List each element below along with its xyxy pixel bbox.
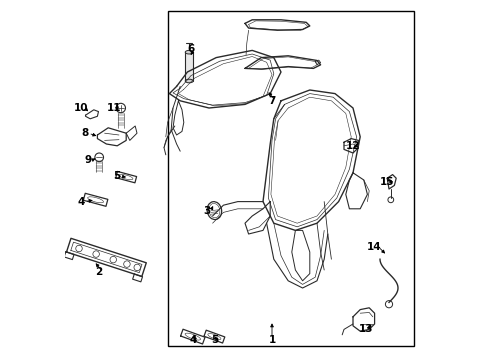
Text: 4: 4 [189,335,196,345]
Text: 2: 2 [96,267,103,277]
Ellipse shape [185,79,193,83]
Text: 14: 14 [368,242,382,252]
Text: 8: 8 [81,128,88,138]
Text: 7: 7 [269,96,276,106]
Text: 5: 5 [114,171,121,181]
Text: 11: 11 [106,103,121,113]
Text: 10: 10 [74,103,89,113]
Text: 13: 13 [358,324,373,334]
Bar [168,11,414,346]
Ellipse shape [185,50,193,54]
Text: 15: 15 [380,177,394,187]
Text: 4: 4 [77,197,85,207]
Bar [185,52,193,81]
Text: 9: 9 [85,155,92,165]
Text: 6: 6 [187,44,195,54]
Text: 5: 5 [211,335,218,345]
Text: 12: 12 [346,141,360,151]
Text: 1: 1 [269,335,275,345]
Text: 3: 3 [203,206,211,216]
Ellipse shape [207,202,221,220]
